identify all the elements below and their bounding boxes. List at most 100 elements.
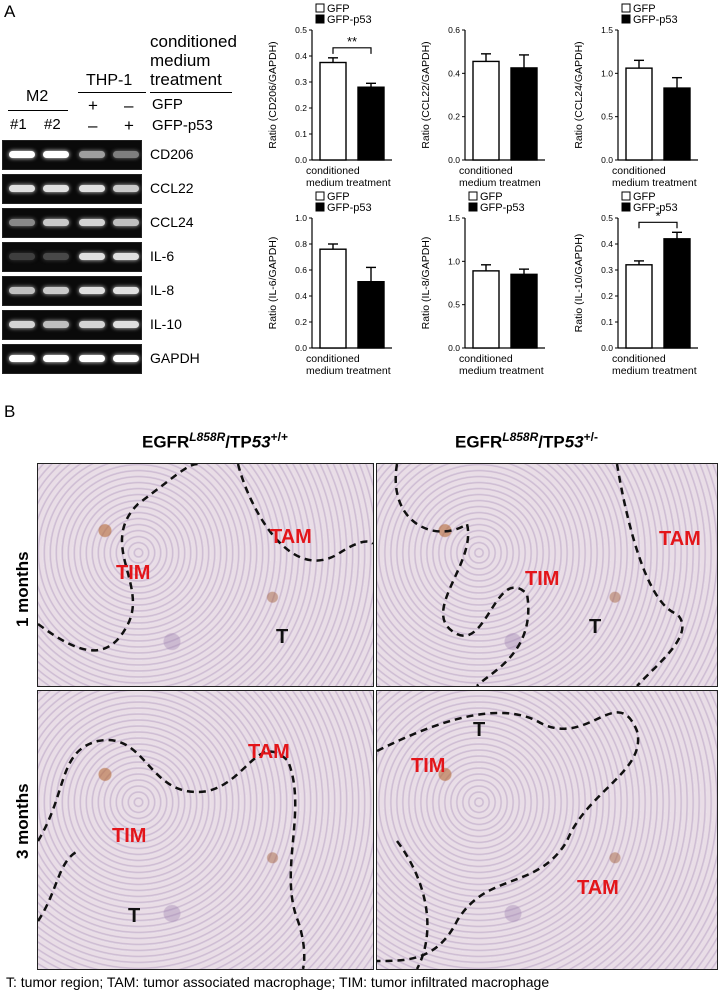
gel-band bbox=[43, 355, 69, 362]
row-p53-label: GFP-p53 bbox=[152, 117, 213, 134]
gel-band bbox=[9, 321, 35, 328]
gel-band bbox=[9, 151, 35, 158]
legend-swatch bbox=[468, 191, 478, 201]
legend-swatch bbox=[315, 3, 325, 13]
bar-gfp-p53 bbox=[510, 273, 538, 349]
gel-band bbox=[113, 287, 139, 294]
y-axis-label: Ratio (IL-6/GAPDH) bbox=[267, 237, 279, 330]
gel-band bbox=[79, 151, 105, 158]
panel-b-letter: B bbox=[4, 402, 16, 421]
gene-label-il-6: IL-6 bbox=[150, 248, 175, 264]
tag-tim-het-1m: TIM bbox=[525, 568, 560, 590]
legend-label: GFP-p53 bbox=[480, 202, 525, 214]
tag-tim-wt-3m: TIM bbox=[112, 825, 147, 847]
p53-sign-1: – bbox=[88, 116, 98, 135]
y-tick-label: 0.2 bbox=[295, 317, 307, 327]
gel-band bbox=[43, 219, 69, 226]
y-tick-label: 0.0 bbox=[448, 155, 460, 165]
micrograph-wt-3-months: TIM TAM T bbox=[37, 690, 374, 970]
tag-t-het-3m: T bbox=[473, 719, 486, 741]
legend-label: GFP bbox=[480, 191, 503, 203]
legend-swatch bbox=[621, 3, 631, 13]
legend-swatch bbox=[621, 191, 631, 201]
col-head-wt-genotype: +/+ bbox=[270, 430, 288, 444]
tag-t-het-1m: T bbox=[589, 616, 602, 638]
legend-label: GFP bbox=[327, 191, 350, 203]
x-axis-label: conditioned bbox=[612, 165, 666, 177]
bar-gfp-p53 bbox=[510, 67, 538, 161]
x-axis-label: conditioned bbox=[459, 353, 513, 365]
micrograph-het-1-month: TIM TAM T bbox=[376, 463, 718, 687]
y-tick-label: 0.5 bbox=[295, 25, 307, 35]
gel-band bbox=[79, 219, 105, 226]
y-tick-label: 0.2 bbox=[601, 291, 613, 301]
gel-strip-ccl22 bbox=[2, 174, 142, 204]
gel-band bbox=[43, 185, 69, 192]
m2-rule bbox=[8, 110, 68, 111]
x-axis-label: medium treatment bbox=[306, 177, 391, 189]
treatment-header-line-2: medium bbox=[150, 51, 211, 70]
tag-tim-het-3m: TIM bbox=[411, 755, 446, 777]
treatment-header: conditioned medium treatment bbox=[150, 32, 237, 89]
bar-chart-2: 0.0 0.2 0.4 0.6 Ratio (CCL22/GAPDH) condition… bbox=[420, 25, 545, 189]
tag-tam-het-1m: TAM bbox=[659, 528, 701, 550]
gel-band bbox=[9, 219, 35, 226]
gel-band bbox=[113, 219, 139, 226]
y-axis-label: Ratio (CD206/GAPDH) bbox=[267, 41, 279, 148]
col-head-het: EGFRL858R/TP53+/- bbox=[455, 430, 598, 453]
y-tick-label: 0.4 bbox=[601, 239, 613, 249]
tag-tam-wt-3m: TAM bbox=[248, 741, 290, 763]
col-head-wt-tp: /TP bbox=[225, 432, 252, 452]
gel-strip-ccl24 bbox=[2, 208, 142, 238]
col-head-wt-base: EGFR bbox=[142, 432, 190, 452]
bar-gfp bbox=[625, 67, 653, 161]
bar-gfp bbox=[625, 264, 653, 349]
bar-gfp-p53 bbox=[357, 86, 385, 161]
y-tick-label: 0.2 bbox=[448, 112, 460, 122]
legend-label: GFP bbox=[327, 3, 350, 15]
legend-swatch bbox=[468, 202, 478, 212]
col-head-het-53: 53 bbox=[564, 432, 584, 452]
gel-band bbox=[79, 287, 105, 294]
p53-sign-2: + bbox=[124, 116, 134, 135]
x-axis-label: medium treatment bbox=[612, 177, 697, 189]
y-axis-label: Ratio (CCL24/GAPDH) bbox=[573, 41, 585, 148]
gel-band bbox=[113, 321, 139, 328]
x-axis-label: medium treatment bbox=[612, 365, 697, 377]
group-m2: M2 bbox=[26, 88, 49, 105]
y-tick-label: 0.5 bbox=[601, 213, 613, 223]
col-head-het-genotype: +/- bbox=[583, 430, 598, 444]
micrograph-het-3-months: TIM TAM T bbox=[376, 690, 718, 970]
bar-gfp-p53 bbox=[663, 87, 691, 161]
col-head-wt-53: 53 bbox=[251, 432, 271, 452]
x-axis-label: medium treatment bbox=[306, 365, 391, 377]
micrograph-wt-1-month: TIM TAM T bbox=[37, 463, 374, 687]
tag-t-wt-3m: T bbox=[128, 905, 141, 927]
lane-id-1: #1 bbox=[10, 116, 27, 133]
gel-band bbox=[113, 185, 139, 192]
gel-strip-il-6 bbox=[2, 242, 142, 272]
y-tick-label: 0.4 bbox=[295, 291, 307, 301]
gel-band bbox=[79, 185, 105, 192]
gel-band bbox=[43, 321, 69, 328]
legend-label: GFP-p53 bbox=[633, 14, 678, 26]
gel-band bbox=[43, 151, 69, 158]
y-axis-label: Ratio (IL-10/GAPDH) bbox=[573, 234, 585, 333]
y-tick-label: 1.0 bbox=[601, 68, 613, 78]
gel-band bbox=[9, 355, 35, 362]
legend-label: GFP bbox=[633, 191, 656, 203]
legend-swatch bbox=[621, 14, 631, 24]
y-tick-label: 0.0 bbox=[295, 343, 307, 353]
x-axis-label: medium treatmen bbox=[459, 177, 541, 189]
y-tick-label: 0.3 bbox=[601, 265, 613, 275]
y-axis-label: Ratio (CCL22/GAPDH) bbox=[420, 41, 432, 148]
gene-label-il-10: IL-10 bbox=[150, 316, 182, 332]
significance-mark: ** bbox=[347, 34, 357, 49]
y-tick-label: 0.4 bbox=[295, 51, 307, 61]
gene-label-ccl22: CCL22 bbox=[150, 180, 194, 196]
gel-band bbox=[43, 253, 69, 260]
y-tick-label: 1.0 bbox=[295, 213, 307, 223]
